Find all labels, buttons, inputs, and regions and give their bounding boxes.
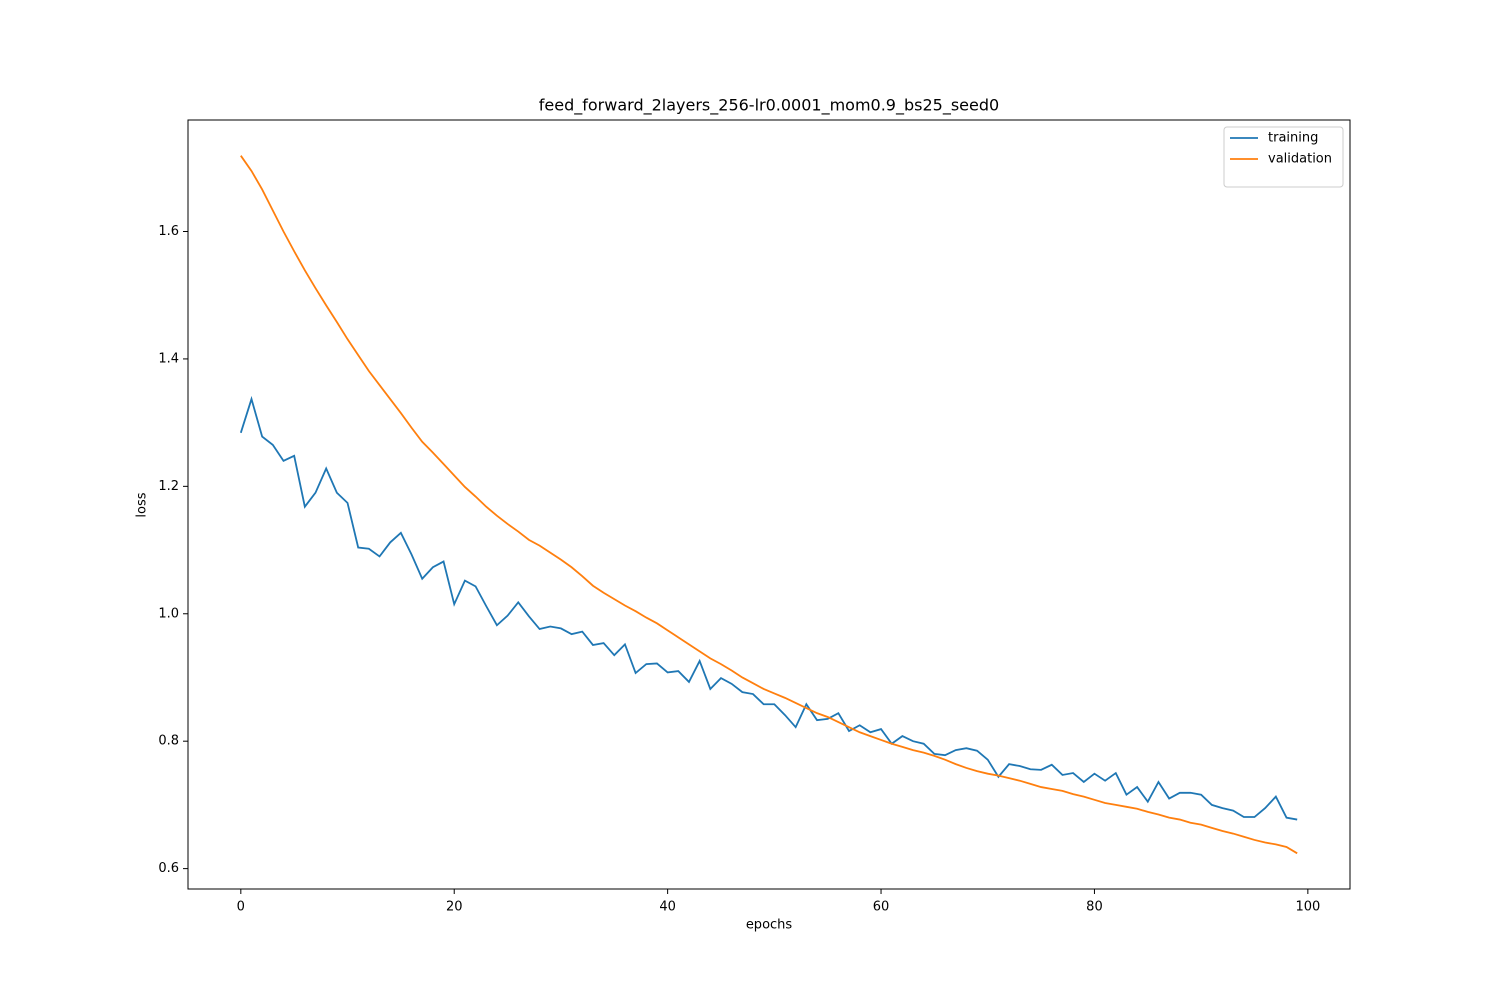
y-tick-label: 1.2: [158, 479, 179, 494]
y-tick-label: 0.6: [158, 861, 179, 876]
x-tick-label: 20: [446, 900, 463, 915]
line-series: [240, 155, 1298, 855]
chart-title: feed_forward_2layers_256-lr0.0001_mom0.9…: [539, 96, 999, 116]
legend-box: [1223, 126, 1344, 188]
y-tick-label: 1.0: [158, 606, 179, 621]
x-tick-label: 40: [659, 900, 676, 915]
y-axis-label: loss: [135, 492, 150, 517]
plot-frame: [187, 119, 1351, 890]
x-axis-label: epochs: [746, 918, 793, 933]
x-tick-label: 60: [873, 900, 890, 915]
legend-label: training: [1268, 131, 1318, 146]
line-series: [239, 395, 1298, 821]
x-tick-label: 100: [1295, 900, 1320, 915]
x-tick-label: 0: [237, 900, 245, 915]
y-tick-label: 1.4: [158, 351, 179, 366]
y-tick-label: 1.6: [158, 224, 179, 239]
x-tick-label: 80: [1086, 900, 1103, 915]
y-tick-label: 0.8: [158, 734, 179, 749]
legend-label: validation: [1268, 152, 1332, 167]
